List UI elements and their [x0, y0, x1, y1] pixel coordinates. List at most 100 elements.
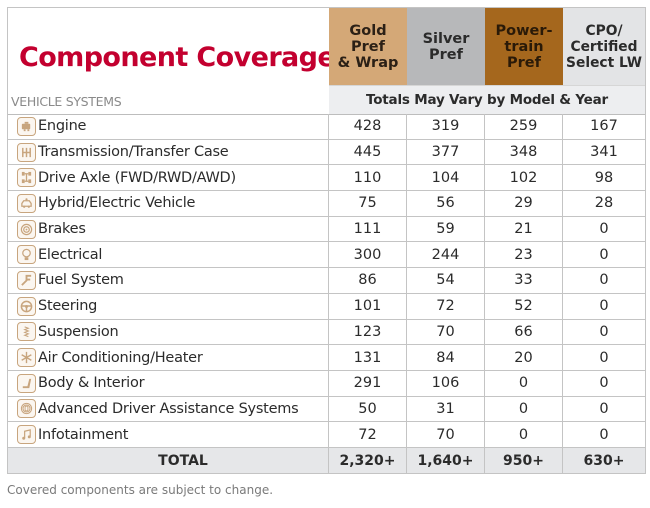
- value-silver: 319: [407, 114, 485, 139]
- value-silver: 70: [407, 319, 485, 345]
- table-row: Steering 101 72 52 0: [8, 293, 645, 320]
- component-name: Air Conditioning/Heater: [38, 349, 203, 366]
- spring-icon: [17, 322, 36, 342]
- value-gold: 75: [329, 191, 407, 216]
- value-gold: 86: [329, 268, 407, 293]
- value-powertrain: 348: [485, 139, 563, 165]
- component-name: Hybrid/Electric Vehicle: [38, 195, 196, 212]
- component-rows: Engine 428 319 259 167 Transmission/Transfer …: [8, 114, 645, 448]
- value-silver: 104: [407, 165, 485, 191]
- steering-wheel-icon: [17, 296, 36, 316]
- value-powertrain: 20: [485, 345, 563, 370]
- value-powertrain: 0: [485, 370, 563, 396]
- total-gold: 2,320+: [329, 448, 407, 473]
- component-cell: Steering: [8, 293, 329, 319]
- value-silver: 106: [407, 370, 485, 396]
- table-row: Electrical 300 244 23 0: [8, 242, 645, 269]
- value-gold: 300: [329, 242, 407, 268]
- component-cell: Brakes: [8, 216, 329, 242]
- value-cpo: 341: [590, 144, 618, 161]
- value-gold: 445: [329, 139, 407, 165]
- value-gold: 131: [329, 345, 407, 370]
- drive-axle-icon: [17, 168, 36, 188]
- value-powertrain: 66: [485, 319, 563, 345]
- section-label: VEHICLE SYSTEMS: [11, 94, 122, 109]
- component-cell: Air Conditioning/Heater: [8, 345, 329, 370]
- value-gold: 50: [329, 396, 407, 422]
- value-silver: 84: [407, 345, 485, 370]
- total-label-cell: TOTAL: [8, 448, 329, 473]
- component-name: Drive Axle (FWD/RWD/AWD): [38, 169, 236, 186]
- totals-note: Totals May Vary by Model & Year: [329, 85, 645, 114]
- transmission-icon: [17, 142, 36, 162]
- snowflake-icon: [17, 348, 36, 368]
- music-note-icon: [17, 425, 36, 445]
- value-gold: 72: [329, 422, 407, 447]
- total-cpo: 630+: [583, 452, 625, 469]
- table-row: Transmission/Transfer Case 445 377 348 341: [8, 139, 645, 166]
- component-name: Engine: [38, 118, 87, 135]
- value-gold: 123: [329, 319, 407, 345]
- value-cpo: 167: [590, 118, 618, 135]
- value-gold: 291: [329, 370, 407, 396]
- value-cpo: 0: [599, 400, 609, 417]
- component-cell: Drive Axle (FWD/RWD/AWD): [8, 165, 329, 191]
- component-name: Transmission/Transfer Case: [38, 144, 229, 161]
- value-cpo: 0: [599, 272, 609, 289]
- table-row: Infotainment 72 70 0 0: [8, 422, 645, 448]
- table-row: Suspension 123 70 66 0: [8, 319, 645, 346]
- total-powertrain: 950+: [485, 448, 563, 473]
- component-cell: Suspension: [8, 319, 329, 345]
- component-cell: Fuel System: [8, 268, 329, 293]
- header-line: CPO/: [585, 22, 623, 39]
- total-silver: 1,640+: [407, 448, 485, 473]
- header-gold-pref-wrap: Gold Pref & Wrap: [329, 8, 407, 85]
- value-cpo: 0: [599, 323, 609, 340]
- header-divider: [8, 114, 645, 115]
- component-name: Brakes: [38, 221, 86, 238]
- value-silver: 72: [407, 293, 485, 319]
- header-line: Select LW: [566, 54, 642, 71]
- value-powertrain: 21: [485, 216, 563, 242]
- value-cpo: 0: [599, 426, 609, 443]
- header-line: Pref: [507, 54, 541, 71]
- table-row: Drive Axle (FWD/RWD/AWD) 110 104 102 98: [8, 165, 645, 192]
- sensor-icon: [17, 399, 36, 419]
- seat-icon: [17, 373, 36, 393]
- value-powertrain: 23: [485, 242, 563, 268]
- total-label: TOTAL: [158, 452, 208, 469]
- component-name: Steering: [38, 298, 98, 315]
- component-name: Electrical: [38, 246, 103, 263]
- component-name: Fuel System: [38, 272, 124, 289]
- component-cell: Body & Interior: [8, 370, 329, 396]
- fuel-pipe-icon: [17, 270, 36, 290]
- value-powertrain: 0: [485, 396, 563, 422]
- hybrid-vehicle-icon: [17, 193, 36, 213]
- header-line: & Wrap: [337, 54, 399, 71]
- component-name: Body & Interior: [38, 375, 145, 392]
- value-gold: 111: [329, 216, 407, 242]
- value-silver: 54: [407, 268, 485, 293]
- value-cpo: 0: [599, 349, 609, 366]
- value-cpo: 98: [594, 169, 614, 186]
- value-cpo: 0: [599, 221, 609, 238]
- header-silver-pref: Silver Pref: [407, 8, 485, 85]
- table-row: Brakes 111 59 21 0: [8, 216, 645, 243]
- header-line: Silver: [422, 30, 470, 47]
- table-row: Fuel System 86 54 33 0: [8, 268, 645, 294]
- value-silver: 377: [407, 139, 485, 165]
- footer-note: Covered components are subject to change…: [7, 483, 274, 497]
- value-silver: 31: [407, 396, 485, 422]
- header-line: Pref: [429, 46, 463, 63]
- header-cpo-certified: CPO/Certified Select LW: [563, 8, 645, 85]
- value-powertrain: 259: [485, 114, 563, 139]
- component-cell: Engine: [8, 114, 329, 139]
- brake-disc-icon: [17, 219, 36, 239]
- value-silver: 70: [407, 422, 485, 447]
- value-gold: 101: [329, 293, 407, 319]
- value-powertrain: 29: [485, 191, 563, 216]
- header-line: Gold: [349, 22, 387, 39]
- total-row: TOTAL 2,320+ 1,640+ 950+ 630+: [8, 448, 645, 473]
- table-row: Advanced Driver Assistance Systems 50 31 0 0: [8, 396, 645, 423]
- value-cpo: 0: [599, 298, 609, 315]
